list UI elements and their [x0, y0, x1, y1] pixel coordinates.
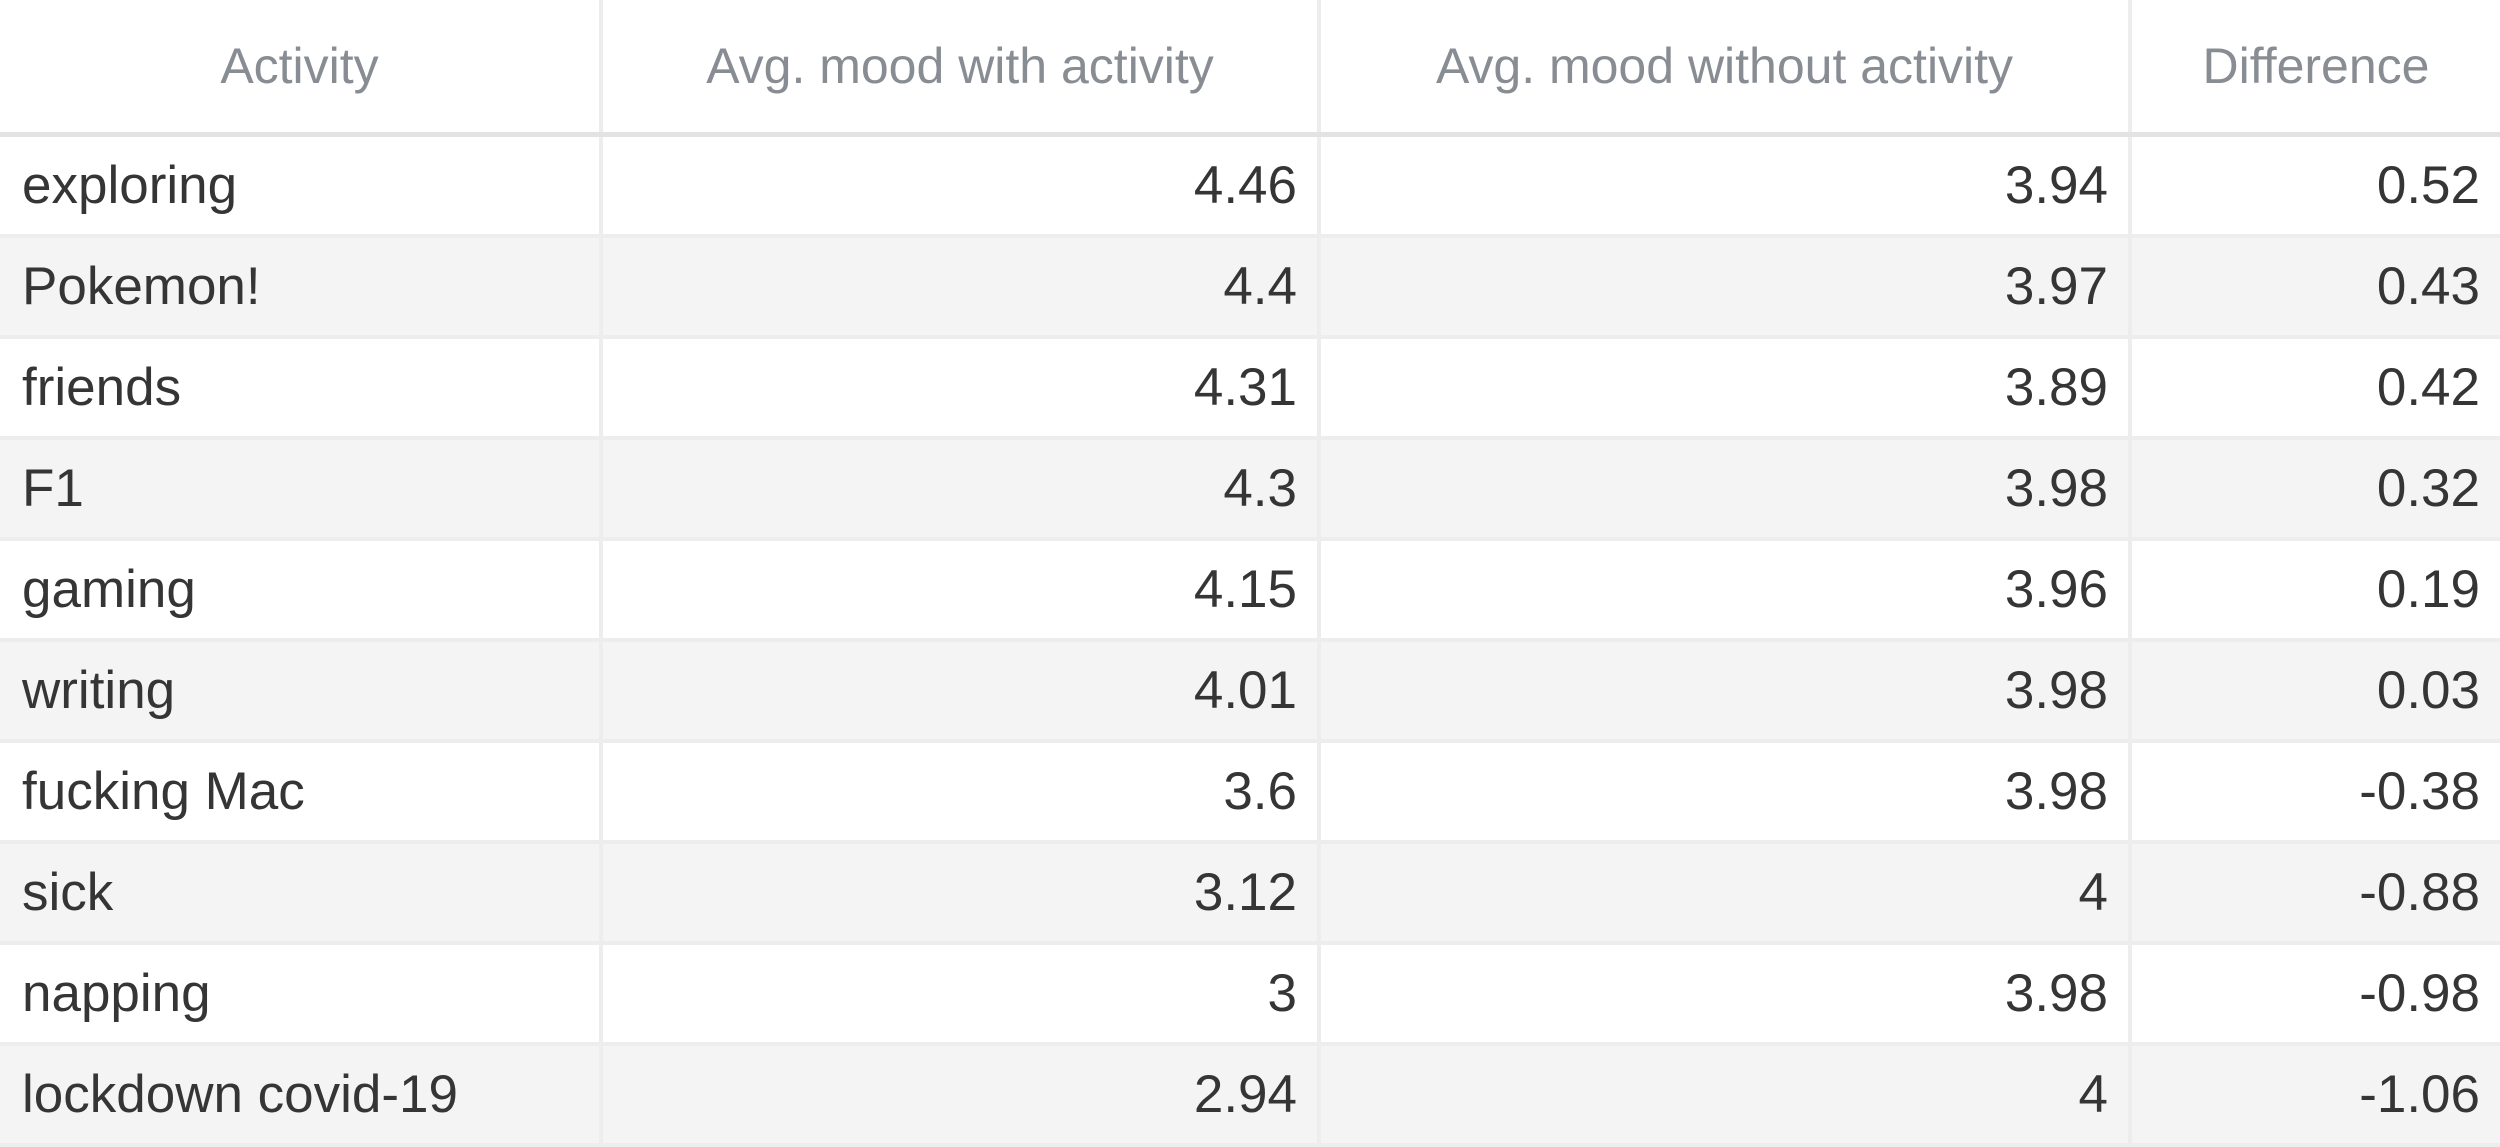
mood-without-cell: 3.89: [1319, 337, 2132, 440]
mood-with-cell: 3.6: [601, 741, 1321, 844]
table-row: friends 4.31 3.89 0.42: [0, 337, 2500, 440]
mood-with-cell: 4.3: [601, 438, 1321, 541]
column-header-activity[interactable]: Activity: [0, 0, 603, 137]
mood-without-cell: 3.98: [1319, 741, 2132, 844]
activity-cell: napping: [0, 943, 603, 1046]
activity-cell: sick: [0, 842, 603, 945]
mood-without-cell: 3.94: [1319, 134, 2132, 238]
table-header: Activity Avg. mood with activity Avg. mo…: [0, 0, 2500, 137]
mood-without-cell: 3.97: [1319, 236, 2132, 339]
mood-with-cell: 3.12: [601, 842, 1321, 945]
activity-cell: Pokemon!: [0, 236, 603, 339]
difference-cell: 0.42: [2130, 337, 2500, 440]
mood-without-cell: 4: [1319, 1044, 2132, 1147]
activity-cell: exploring: [0, 134, 603, 238]
table-row: Pokemon! 4.4 3.97 0.43: [0, 236, 2500, 339]
mood-with-cell: 4.31: [601, 337, 1321, 440]
table-row: napping 3 3.98 -0.98: [0, 943, 2500, 1046]
mood-with-cell: 3: [601, 943, 1321, 1046]
activity-cell: lockdown covid-19: [0, 1044, 603, 1147]
activity-cell: friends: [0, 337, 603, 440]
mood-without-cell: 3.98: [1319, 438, 2132, 541]
difference-cell: -0.38: [2130, 741, 2500, 844]
header-row: Activity Avg. mood with activity Avg. mo…: [0, 0, 2500, 137]
activity-cell: gaming: [0, 539, 603, 642]
column-header-mood-without[interactable]: Avg. mood without activity: [1319, 0, 2132, 137]
difference-cell: 0.32: [2130, 438, 2500, 541]
activity-cell: writing: [0, 640, 603, 743]
column-header-difference[interactable]: Difference: [2130, 0, 2500, 137]
table-row: exploring 4.46 3.94 0.52: [0, 134, 2500, 238]
difference-cell: 0.43: [2130, 236, 2500, 339]
difference-cell: 0.52: [2130, 134, 2500, 238]
table-row: writing 4.01 3.98 0.03: [0, 640, 2500, 743]
difference-cell: 0.03: [2130, 640, 2500, 743]
difference-cell: 0.19: [2130, 539, 2500, 642]
difference-cell: -1.06: [2130, 1044, 2500, 1147]
table-row: F1 4.3 3.98 0.32: [0, 438, 2500, 541]
mood-with-cell: 2.94: [601, 1044, 1321, 1147]
mood-with-cell: 4.15: [601, 539, 1321, 642]
mood-without-cell: 4: [1319, 842, 2132, 945]
activity-cell: fucking Mac: [0, 741, 603, 844]
mood-without-cell: 3.98: [1319, 943, 2132, 1046]
activity-cell: F1: [0, 438, 603, 541]
mood-with-cell: 4.01: [601, 640, 1321, 743]
table-row: fucking Mac 3.6 3.98 -0.38: [0, 741, 2500, 844]
mood-with-cell: 4.46: [601, 134, 1321, 238]
table-row: sick 3.12 4 -0.88: [0, 842, 2500, 945]
difference-cell: -0.88: [2130, 842, 2500, 945]
table-row: lockdown covid-19 2.94 4 -1.06: [0, 1044, 2500, 1147]
mood-without-cell: 3.98: [1319, 640, 2132, 743]
column-header-mood-with[interactable]: Avg. mood with activity: [601, 0, 1321, 137]
table-row: gaming 4.15 3.96 0.19: [0, 539, 2500, 642]
difference-cell: -0.98: [2130, 943, 2500, 1046]
mood-without-cell: 3.96: [1319, 539, 2132, 642]
table-body: exploring 4.46 3.94 0.52 Pokemon! 4.4 3.97 0.43…: [0, 134, 2500, 1147]
mood-with-cell: 4.4: [601, 236, 1321, 339]
